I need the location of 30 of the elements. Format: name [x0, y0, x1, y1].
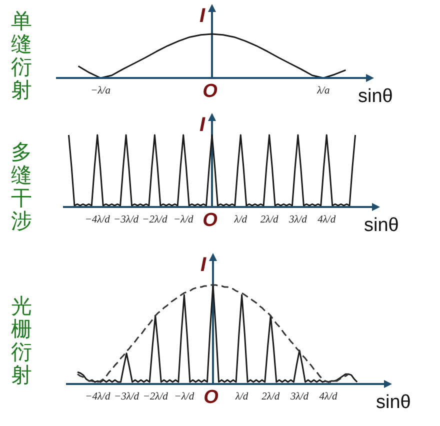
x-tick-label: λ/d: [234, 391, 249, 402]
x-tick-label: 3λ/d: [288, 214, 308, 226]
y-axis-title: I: [199, 114, 206, 136]
x-tick-label: −λ/d: [173, 214, 194, 226]
x-tick-label: −2λ/d: [142, 214, 168, 226]
x-axis-title: sinθ: [364, 215, 399, 236]
y-axis-title: I: [200, 254, 206, 276]
x-tick-label: −3λ/d: [114, 391, 140, 402]
x-tick-label: −4λ/d: [85, 391, 111, 402]
y-axis-title: I: [199, 5, 206, 27]
x-tick-label: λ/a: [316, 85, 330, 96]
x-tick-label: λ/d: [233, 214, 248, 226]
text: 单缝衍射: [11, 9, 33, 102]
text: O: [202, 81, 218, 102]
x-tick-label: −2λ/d: [142, 391, 169, 402]
x-tick-label: 2λ/d: [260, 214, 280, 226]
x-tick-label: −4λ/d: [84, 214, 111, 226]
text: 光栅衍射: [11, 294, 33, 388]
text: O: [204, 387, 219, 408]
text: O: [202, 210, 218, 231]
text: 多缝干涉: [11, 140, 33, 234]
x-tick-label: −λ/d: [174, 391, 195, 402]
x-tick-label: 4λ/d: [319, 391, 338, 402]
x-tick-label: −3λ/d: [114, 214, 140, 226]
x-axis-title: sinθ: [376, 392, 411, 413]
x-axis-title: sinθ: [358, 86, 393, 107]
x-tick-label: 3λ/d: [289, 391, 310, 402]
x-tick-label: 4λ/d: [318, 214, 336, 226]
x-tick-label: −λ/a: [90, 85, 110, 96]
x-tick-label: 2λ/d: [262, 391, 280, 402]
